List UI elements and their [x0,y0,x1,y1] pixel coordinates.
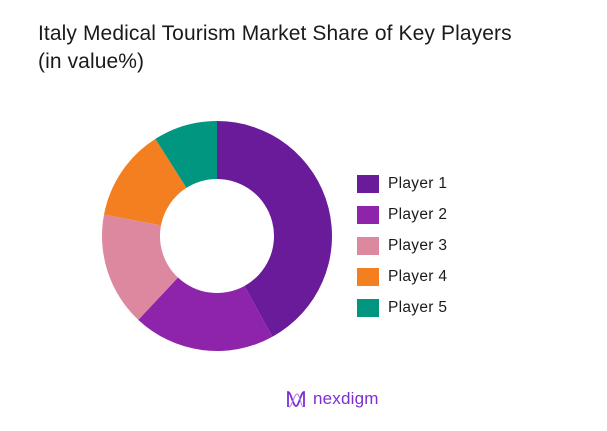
legend-label: Player 3 [388,236,448,254]
legend-label: Player 4 [388,267,448,285]
legend-swatch [357,267,379,286]
donut-slice-player-1 [217,121,332,337]
donut-slice-player-4 [104,138,187,226]
legend-swatch [357,236,379,255]
legend-swatch [357,174,379,193]
legend-item-player-2: Player 2 [357,199,447,230]
legend-label: Player 5 [388,298,448,316]
legend-label: Player 1 [388,174,448,192]
brand-logo: nexdigm [285,388,379,410]
legend-item-player-4: Player 4 [357,261,447,292]
donut-slice-player-2 [138,277,273,351]
chart-title: Italy Medical Tourism Market Share of Ke… [38,20,598,76]
legend-swatch [357,298,379,317]
brand-name: nexdigm [313,389,379,408]
legend-label: Player 2 [388,205,448,223]
nexdigm-wave-logo-icon [287,391,305,408]
chart-title-line-1: Italy Medical Tourism Market Share of Ke… [38,22,512,45]
donut-slice-player-3 [101,214,178,320]
donut-slice-player-5 [155,121,217,188]
legend-swatch [357,205,379,224]
chart-title-line-2: (in value%) [38,50,145,73]
chart-legend: Player 1 Player 2 Player 3 Player 4 Play… [357,168,447,323]
legend-item-player-1: Player 1 [357,168,447,199]
legend-item-player-5: Player 5 [357,292,447,323]
legend-item-player-3: Player 3 [357,230,447,261]
